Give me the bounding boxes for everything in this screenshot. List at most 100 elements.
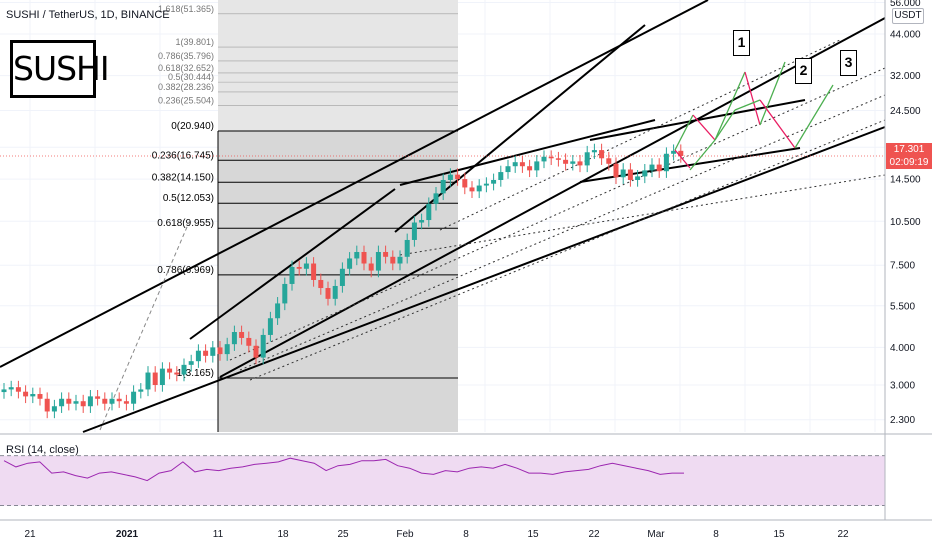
- fib-level-label: 1(39.801): [175, 37, 214, 47]
- projection-down-segment: [674, 149, 691, 169]
- candle: [296, 260, 302, 276]
- candle: [80, 394, 86, 413]
- price-axis-tick-label: 14.500: [890, 175, 921, 186]
- time-axis-tick-label: 15: [773, 529, 785, 540]
- candle-body: [627, 169, 633, 180]
- candle: [87, 389, 93, 413]
- fibonacci-retracement: 1.618(51.365) 1(39.801) 0.786(35.796) 0.618…: [152, 0, 458, 432]
- candle: [339, 262, 345, 293]
- price-axis-bg: [885, 0, 932, 550]
- candle-body: [131, 391, 137, 404]
- candle: [584, 145, 590, 173]
- candle: [303, 257, 309, 276]
- currency-unit-badge[interactable]: USDT: [892, 8, 924, 24]
- candle-body: [116, 398, 122, 402]
- candle: [426, 197, 432, 227]
- candle-body: [210, 347, 216, 356]
- candle-body: [447, 174, 453, 180]
- candle-body: [318, 279, 324, 289]
- candle: [102, 392, 108, 411]
- candle-body: [671, 150, 677, 154]
- time-axis-tick-label: 11: [213, 529, 224, 540]
- candle: [23, 385, 29, 404]
- candle: [66, 392, 72, 411]
- candle-body: [527, 166, 533, 171]
- projection-down-segment: [759, 99, 796, 149]
- sushi-logo-box: SUSHI: [10, 40, 110, 98]
- last-price-value: 17.301: [893, 144, 925, 155]
- candle: [174, 366, 180, 382]
- candle: [246, 331, 252, 353]
- candle: [642, 163, 648, 184]
- dotted-channel-line: [249, 119, 886, 381]
- candle-body: [476, 185, 482, 192]
- candle: [159, 362, 165, 392]
- fib-upper-zone: [218, 0, 458, 132]
- candle: [354, 245, 360, 266]
- candle-body: [426, 203, 432, 221]
- candle-body: [577, 161, 583, 166]
- candle: [383, 245, 389, 264]
- time-axis-tick-label: 18: [277, 529, 289, 540]
- candle-body: [599, 150, 605, 159]
- candle: [455, 168, 461, 186]
- candle: [318, 273, 324, 295]
- candle-body: [44, 398, 50, 412]
- candle: [390, 250, 396, 271]
- callout-2: 2: [795, 58, 812, 84]
- candle: [548, 150, 554, 165]
- candle-body: [217, 347, 223, 355]
- time-axis-tick-label: 8: [713, 529, 719, 540]
- candle-body: [145, 372, 151, 390]
- candle-body: [656, 164, 662, 172]
- candle-body: [649, 164, 655, 171]
- callout-1: 1: [733, 30, 750, 56]
- candle-body: [167, 368, 173, 373]
- candle: [224, 337, 230, 361]
- candle-body: [354, 251, 360, 259]
- candle-body: [469, 187, 475, 192]
- symbol-title: SUSHI / TetherUS, 1D, BINANCE: [6, 9, 170, 21]
- candle-body: [195, 350, 201, 362]
- time-axis-tick-label: 21: [24, 529, 36, 540]
- candle: [239, 325, 245, 345]
- time-axis-tick-label: Mar: [647, 529, 665, 540]
- candle-body: [498, 172, 504, 180]
- candle: [145, 366, 151, 397]
- candle-body: [123, 401, 129, 404]
- projection-up-segment: [734, 99, 761, 111]
- candle-body: [635, 176, 641, 180]
- candle: [311, 257, 317, 287]
- fib-level-label: 0.236(25.504): [158, 95, 214, 105]
- price-axis-tick-label: 2.300: [890, 415, 915, 426]
- channel-line: [219, 17, 886, 378]
- candle-body: [419, 220, 425, 223]
- candle: [152, 366, 158, 392]
- candle-body: [311, 263, 317, 280]
- fib-level-label: 0.382(28.236): [158, 82, 214, 92]
- candle-body: [15, 387, 21, 392]
- candle-body: [505, 166, 511, 173]
- candle: [419, 213, 425, 230]
- candle: [347, 252, 353, 276]
- fib-level-label: 0.618(9.955): [157, 218, 214, 229]
- candle-body: [253, 345, 259, 358]
- candle-body: [404, 239, 410, 257]
- candle: [649, 158, 655, 178]
- candle: [613, 157, 619, 184]
- candle: [469, 181, 475, 199]
- candle-body: [73, 401, 79, 404]
- projection-up-segment: [794, 84, 834, 149]
- candle-body: [174, 372, 180, 375]
- candlestick-series: [1, 143, 684, 419]
- candle: [109, 392, 115, 411]
- candle: [606, 151, 612, 171]
- candle: [217, 341, 223, 361]
- candle-body: [260, 334, 266, 358]
- candle: [275, 297, 281, 325]
- fib-level-label: 0.618(32.652): [158, 63, 214, 73]
- candle-body: [231, 332, 237, 345]
- candle-body: [678, 150, 684, 156]
- candle: [483, 177, 489, 193]
